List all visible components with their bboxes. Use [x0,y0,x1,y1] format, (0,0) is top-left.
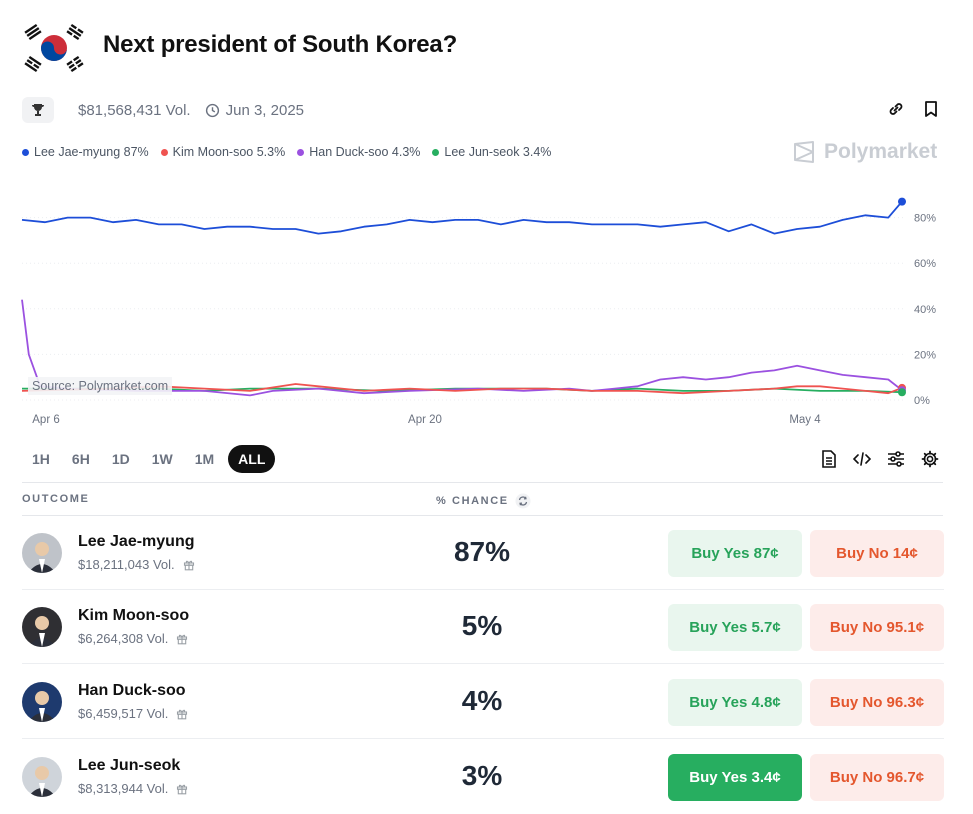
clock-icon [205,103,219,117]
outcome-column-header: OUTCOME [22,493,90,505]
legend-dot [432,148,440,156]
bookmark-icon[interactable] [923,100,939,118]
range-button-all[interactable]: ALL [228,445,276,473]
trophy-icon[interactable] [22,97,54,123]
legend-item[interactable]: Han Duck-soo 4.3% [297,145,420,159]
candidate-volume: $6,264,308 Vol. [78,631,188,646]
legend-label: Lee Jun-seok 3.4% [444,145,552,159]
candidate-avatar [22,682,62,722]
brand-name: Polymarket [824,140,938,163]
candidate-chance: 5% [461,610,503,641]
y-tick-label: 60% [914,258,936,270]
polymarket-logo: Polymarket [792,140,937,164]
legend-dot [22,148,29,156]
market-title: Next president of South Korea? [103,31,458,58]
candidate-volume-text: $18,211,043 Vol. [78,557,175,572]
candidate-chance: 4% [461,685,503,716]
south-korea-flag-icon [22,22,86,74]
buy-yes-button[interactable]: Buy Yes 5.7¢ [668,604,802,651]
x-tick-label: Apr 20 [408,414,442,426]
market-end-date: Jun 3, 2025 [205,102,304,119]
price-chart[interactable]: 80% 60% 40% 20% 0% Apr 6 Apr 20 May 4 [0,170,973,435]
candidate-name[interactable]: Lee Jae-myung [78,533,195,550]
y-tick-label: 40% [914,304,936,316]
chance-column-label: % CHANCE [436,495,509,507]
legend-label: Kim Moon-soo 5.3% [172,145,286,159]
embed-code-icon[interactable] [853,450,871,468]
legend-dot [297,148,305,156]
y-tick-label: 80% [914,213,936,225]
outcome-row[interactable]: Lee Jae-myung $18,211,043 Vol. 87% Buy Y… [22,516,944,590]
range-button-1m[interactable]: 1M [194,451,215,467]
legend-label: Lee Jae-myung 87% [34,145,149,159]
candidate-volume-text: $8,313,944 Vol. [78,781,169,796]
chance-column-header[interactable]: % CHANCE [436,493,531,509]
candidate-name[interactable]: Kim Moon-soo [78,607,190,624]
outcome-row[interactable]: Lee Jun-seok $8,313,944 Vol. 3% Buy Yes … [22,740,944,814]
buy-yes-button[interactable]: Buy Yes 4.8¢ [668,679,802,726]
row-divider [22,589,944,590]
legend-label: Han Duck-soo 4.3% [309,145,421,159]
gift-icon[interactable] [176,708,188,720]
time-range-selector: 1H 6H 1D 1W 1M ALL [24,445,276,473]
legend-item[interactable]: Kim Moon-soo 5.3% [160,145,286,159]
y-tick-label: 0% [914,395,930,407]
buy-no-button[interactable]: Buy No 14¢ [810,530,944,577]
chart-legend: Lee Jae-myung 87% Kim Moon-soo 5.3% Han Du… [22,145,551,159]
link-icon[interactable] [887,100,905,118]
x-tick-label: Apr 6 [32,414,60,426]
candidate-volume: $8,313,944 Vol. [78,781,188,796]
legend-item[interactable]: Lee Jae-myung 87% [22,145,149,159]
candidate-avatar [22,757,62,797]
buy-no-button[interactable]: Buy No 95.1¢ [810,604,944,651]
row-divider [22,663,944,664]
candidate-volume-text: $6,459,517 Vol. [78,706,169,721]
x-tick-label: May 4 [789,414,821,426]
row-divider [22,738,944,739]
legend-item[interactable]: Lee Jun-seok 3.4% [432,145,551,159]
chart-source-label: Source: Polymarket.com [28,377,173,395]
series-line-kim-moon-soo [21,383,903,395]
market-meta: $81,568,431 Vol. Jun 3, 2025 [22,97,304,123]
range-button-1w[interactable]: 1W [151,451,173,467]
buy-yes-button[interactable]: Buy Yes 87¢ [668,530,802,577]
gift-icon[interactable] [183,559,195,571]
range-button-6h[interactable]: 6H [71,451,90,467]
candidate-avatar [22,533,62,573]
candidate-chance: 87% [453,536,511,567]
legend-dot [160,148,168,156]
document-icon[interactable] [821,450,837,468]
series-end-point [898,388,906,397]
table-top-divider [22,482,943,483]
candidate-volume: $18,211,043 Vol. [78,557,195,572]
outcome-row[interactable]: Kim Moon-soo $6,264,308 Vol. 5% Buy Yes … [22,590,944,664]
range-button-1h[interactable]: 1H [32,451,50,467]
candidate-chance: 3% [461,760,503,791]
candidate-name[interactable]: Lee Jun-seok [78,757,181,774]
series-line-lee-jae-myung [21,201,903,235]
market-volume: $81,568,431 Vol. [78,101,191,119]
gift-icon[interactable] [176,783,188,795]
refresh-icon[interactable] [515,493,531,509]
series-end-point [898,197,906,206]
settings-gear-icon[interactable] [921,450,939,468]
y-tick-label: 20% [914,349,936,361]
filter-sliders-icon[interactable] [887,450,905,468]
market-date-text: Jun 3, 2025 [225,101,305,119]
outcome-row[interactable]: Han Duck-soo $6,459,517 Vol. 4% Buy Yes … [22,665,944,739]
candidate-name[interactable]: Han Duck-soo [78,682,186,699]
candidate-avatar [22,607,62,647]
buy-no-button[interactable]: Buy No 96.7¢ [810,754,944,801]
table-header-divider [22,515,943,516]
gift-icon[interactable] [176,633,188,645]
polymarket-logo-icon [794,141,814,163]
candidate-volume-text: $6,264,308 Vol. [78,631,169,646]
range-button-1d[interactable]: 1D [111,451,130,467]
buy-yes-button[interactable]: Buy Yes 3.4¢ [668,754,802,801]
buy-no-button[interactable]: Buy No 96.3¢ [810,679,944,726]
candidate-volume: $6,459,517 Vol. [78,706,188,721]
